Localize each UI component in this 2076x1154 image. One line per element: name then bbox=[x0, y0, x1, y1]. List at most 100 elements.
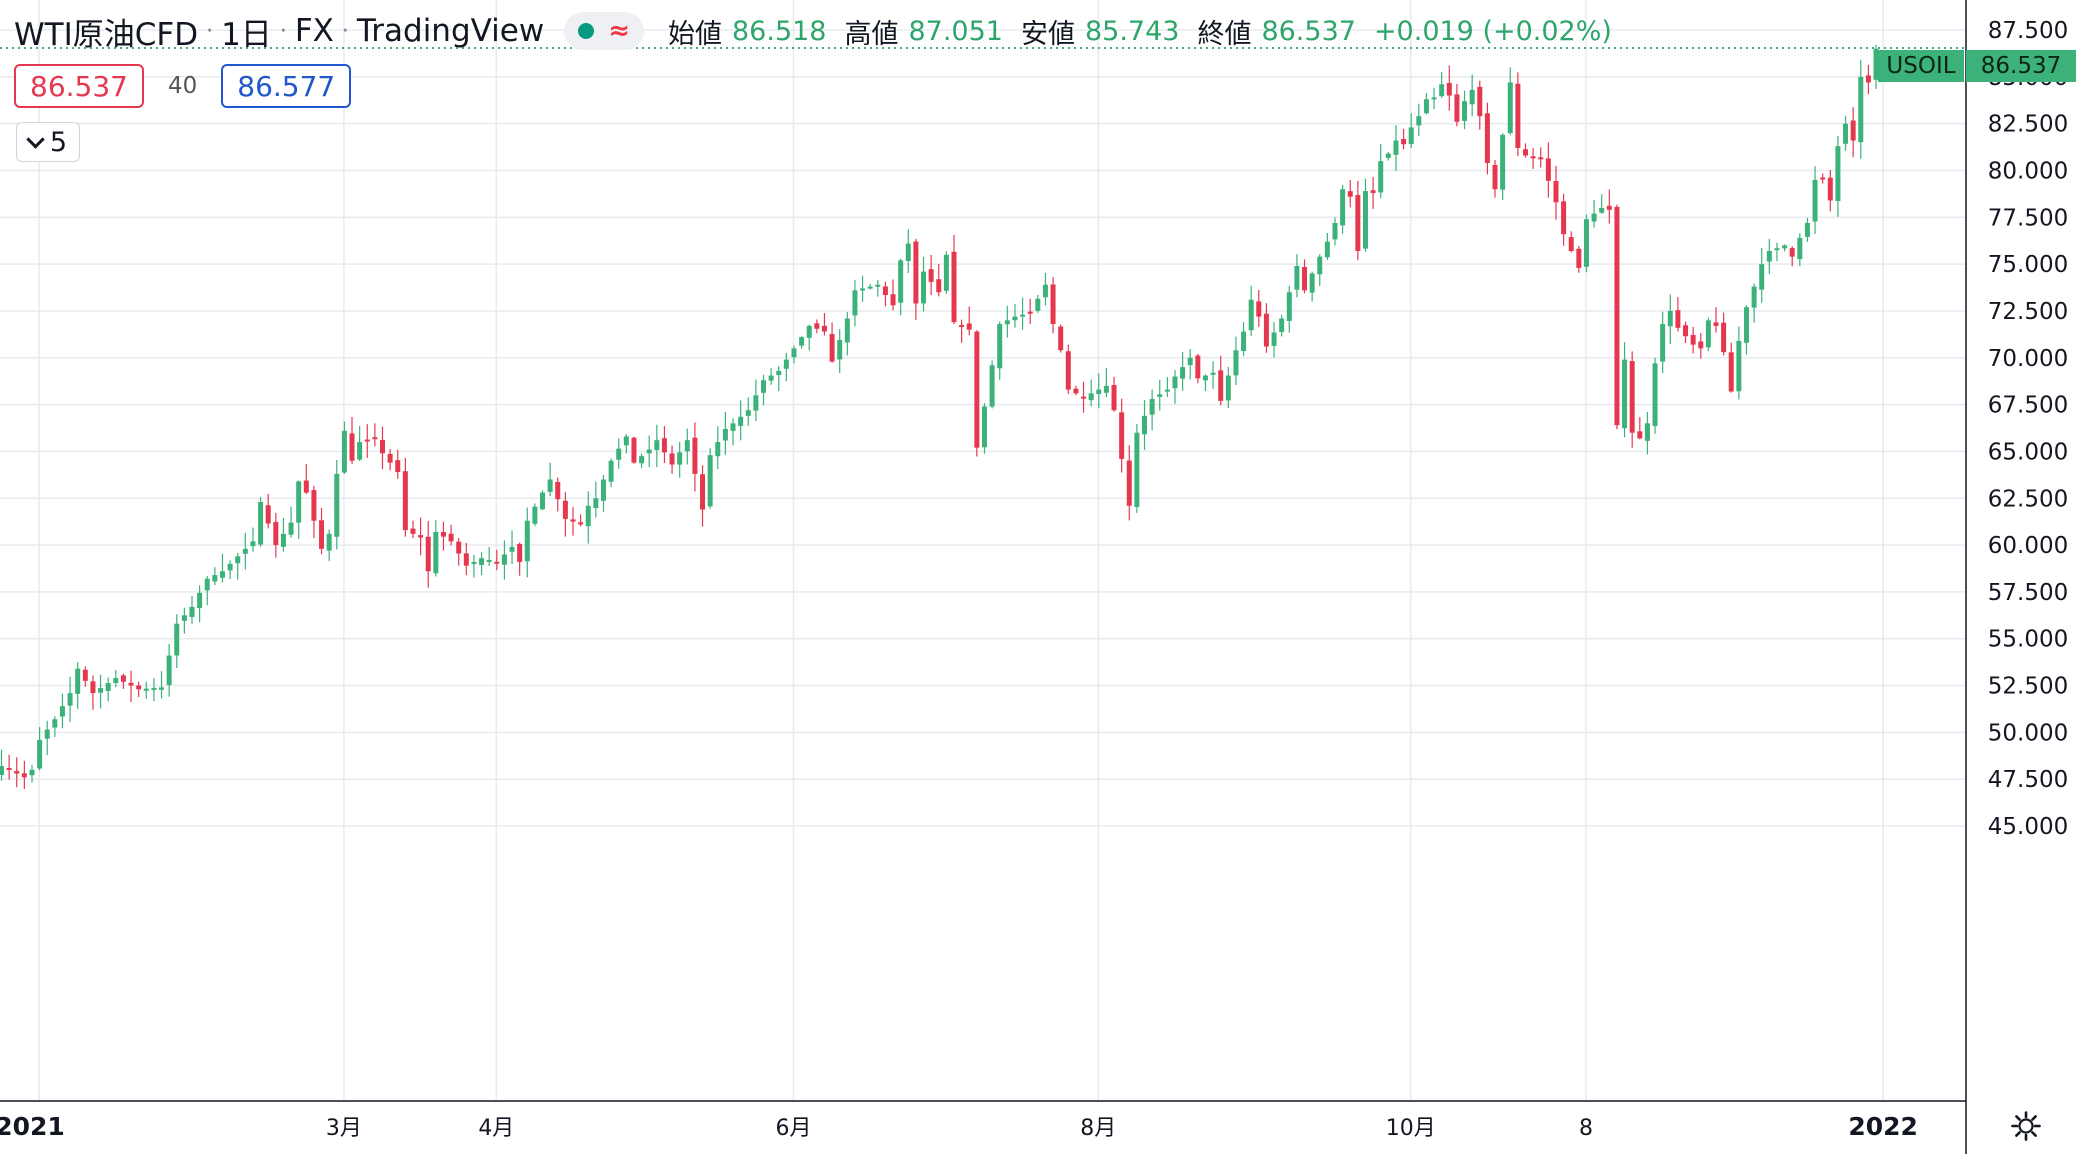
candle bbox=[1271, 321, 1277, 358]
gear-icon[interactable] bbox=[2010, 1110, 2042, 1142]
candle bbox=[1142, 400, 1147, 450]
candle-body bbox=[1355, 195, 1361, 252]
candle bbox=[21, 760, 27, 789]
candle bbox=[1164, 377, 1170, 397]
candle-body bbox=[0, 766, 4, 775]
candle-body bbox=[1782, 245, 1788, 249]
candle-body bbox=[913, 241, 919, 304]
candle-body bbox=[1271, 332, 1277, 346]
candle bbox=[1248, 285, 1254, 337]
candle bbox=[1401, 128, 1407, 150]
time-axis[interactable]: 2021 3月 4月 6月 8月 10月 8 2022 bbox=[0, 1112, 1918, 1141]
candle bbox=[1362, 178, 1368, 252]
market-status-pill[interactable]: ≈ bbox=[564, 12, 644, 50]
candle bbox=[334, 459, 340, 550]
candle-body bbox=[1812, 179, 1818, 222]
candle bbox=[67, 676, 73, 722]
candle-body bbox=[486, 560, 492, 563]
candle-body bbox=[943, 254, 949, 291]
candle-body bbox=[1248, 299, 1254, 331]
candle bbox=[1591, 199, 1597, 228]
candle-body bbox=[52, 719, 58, 728]
candle bbox=[250, 527, 256, 552]
candle-body bbox=[258, 501, 264, 545]
close-label: 終値 bbox=[1197, 18, 1252, 50]
candle bbox=[136, 681, 142, 698]
candle bbox=[1096, 373, 1102, 409]
candle bbox=[1355, 180, 1361, 261]
candle bbox=[562, 492, 568, 537]
candle-body bbox=[1172, 376, 1178, 389]
candle-body bbox=[1507, 82, 1513, 134]
separator-dot: · bbox=[341, 18, 349, 44]
candle-body bbox=[448, 533, 454, 542]
candle-body bbox=[433, 531, 439, 574]
candle bbox=[547, 462, 553, 497]
candle-body bbox=[1553, 181, 1559, 203]
indicators-collapse-button[interactable]: 5 bbox=[16, 122, 80, 162]
candle-body bbox=[75, 668, 81, 694]
candle-body bbox=[692, 437, 698, 474]
candle bbox=[593, 481, 599, 518]
candle-body bbox=[1789, 248, 1795, 257]
price-tick-label: 62.500 bbox=[1988, 486, 2068, 512]
candle-body bbox=[1035, 298, 1041, 311]
candle-body bbox=[288, 522, 294, 535]
candle-body bbox=[669, 453, 675, 465]
candle bbox=[402, 457, 408, 537]
candle bbox=[1195, 353, 1201, 384]
candle-body bbox=[555, 481, 561, 500]
candle-body bbox=[684, 440, 690, 452]
candle-body bbox=[1378, 161, 1384, 193]
candle-body bbox=[197, 592, 203, 608]
candle bbox=[425, 521, 431, 588]
candle-body bbox=[570, 519, 576, 522]
candle bbox=[6, 754, 12, 780]
candle bbox=[1500, 133, 1506, 201]
candle bbox=[486, 546, 492, 566]
candle-body bbox=[1469, 89, 1475, 105]
candle bbox=[1065, 344, 1071, 394]
interval-label[interactable]: 1日 bbox=[221, 16, 272, 53]
candle bbox=[1804, 217, 1810, 242]
candle-body bbox=[1027, 311, 1033, 314]
candle-body bbox=[1401, 139, 1407, 145]
candle bbox=[204, 575, 210, 606]
candle bbox=[1637, 417, 1643, 440]
candle bbox=[966, 306, 972, 336]
candle-body bbox=[1728, 352, 1734, 392]
candle-body bbox=[44, 729, 50, 739]
candle-body bbox=[593, 498, 599, 509]
candle-body bbox=[707, 455, 713, 507]
candle-body bbox=[1103, 385, 1109, 393]
candle-body bbox=[722, 428, 728, 441]
candle bbox=[1218, 355, 1224, 406]
candle bbox=[1309, 271, 1315, 302]
candle-body bbox=[1279, 318, 1285, 333]
candle-body bbox=[471, 561, 477, 564]
candle-body bbox=[21, 773, 27, 778]
candle-body bbox=[806, 325, 812, 338]
candle-body bbox=[189, 606, 195, 617]
candle bbox=[181, 607, 187, 634]
sell-price-button[interactable]: 86.537 bbox=[14, 64, 144, 108]
candle-body bbox=[1195, 355, 1201, 379]
candle-body bbox=[1797, 237, 1803, 260]
price-tick-label: 80.000 bbox=[1988, 158, 2068, 184]
candle bbox=[273, 512, 279, 558]
candle-body bbox=[791, 348, 797, 358]
candle bbox=[578, 514, 584, 527]
candle-body bbox=[1004, 320, 1010, 325]
price-tick-label: 55.000 bbox=[1988, 627, 2068, 653]
candle bbox=[1583, 214, 1589, 273]
candle-body bbox=[1408, 127, 1414, 145]
buy-price-button[interactable]: 86.577 bbox=[221, 64, 352, 108]
candle bbox=[821, 313, 827, 336]
candle bbox=[1644, 411, 1650, 455]
candle bbox=[1766, 238, 1772, 275]
candle-body bbox=[646, 449, 652, 454]
candle bbox=[59, 693, 65, 729]
candle-body bbox=[1111, 384, 1117, 411]
symbol-name[interactable]: WTI原油CFD bbox=[14, 16, 199, 53]
